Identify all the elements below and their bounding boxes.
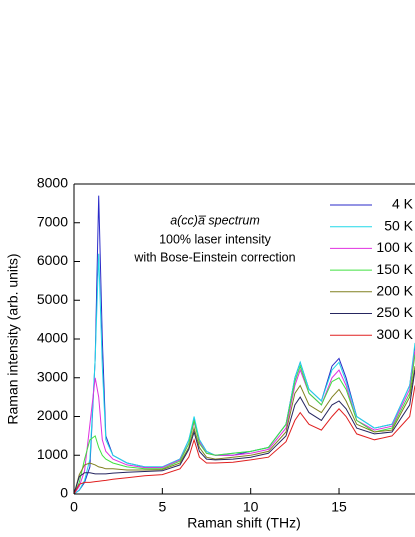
series-line	[73, 369, 415, 495]
legend-label: 50 K	[384, 217, 413, 233]
y-tick-label: 0	[60, 485, 68, 501]
y-axis-label: Raman intensity (arb. units)	[5, 253, 21, 424]
series-line	[73, 354, 415, 495]
series-line	[73, 366, 415, 495]
legend-label: 250 K	[376, 304, 413, 320]
annotation: 100% laser intensity	[159, 232, 272, 246]
x-tick-label: 0	[70, 499, 78, 515]
y-tick-label: 7000	[37, 213, 68, 229]
x-axis-label: Raman shift (THz)	[187, 515, 301, 531]
y-tick-label: 8000	[37, 175, 68, 191]
legend-label: 100 K	[376, 239, 413, 255]
legend-label: 300 K	[376, 326, 413, 342]
y-tick-label: 3000	[37, 368, 68, 384]
annotation: with Bose-Einstein correction	[133, 250, 295, 264]
legend-label: 200 K	[376, 283, 413, 299]
x-tick-label: 5	[158, 499, 166, 515]
x-tick-label: 10	[243, 499, 259, 515]
y-tick-label: 5000	[37, 291, 68, 307]
x-tick-label: 15	[331, 499, 347, 515]
series-line	[73, 253, 415, 495]
series-line	[73, 385, 415, 495]
annotation: a(cc)a̅ spectrum	[170, 213, 260, 227]
legend-label: 4 K	[392, 196, 414, 212]
y-tick-label: 4000	[37, 330, 68, 346]
y-tick-label: 6000	[37, 252, 68, 268]
y-tick-label: 2000	[37, 407, 68, 423]
legend-label: 150 K	[376, 261, 413, 277]
y-tick-label: 1000	[37, 446, 68, 462]
